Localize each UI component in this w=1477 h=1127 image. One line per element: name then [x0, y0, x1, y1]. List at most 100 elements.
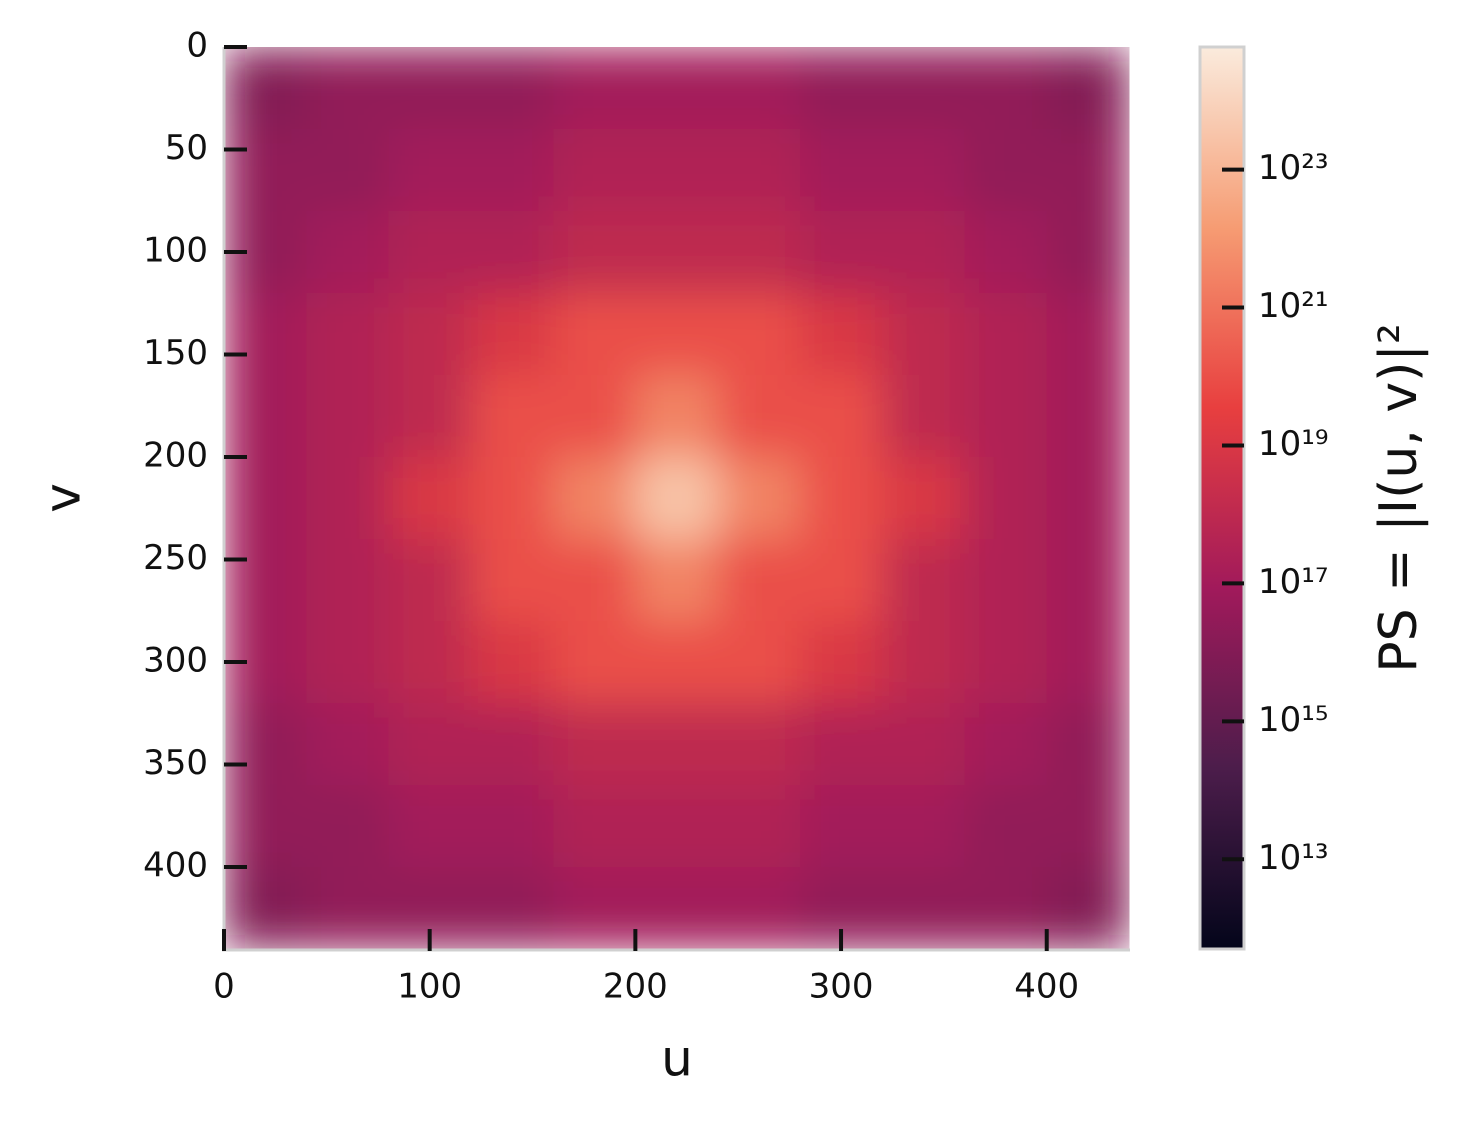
heatmap-cell: [553, 47, 636, 130]
heatmap-cell: [799, 293, 883, 376]
heatmap-cell: [799, 47, 883, 130]
colorbar-tick-label: 10²¹: [1258, 286, 1329, 326]
heatmap-cell: [635, 129, 719, 212]
heatmap-cell: [1046, 211, 1130, 294]
heatmap-cell: [964, 457, 1048, 540]
heatmap-cell: [388, 293, 472, 376]
heatmap-cell: [388, 129, 472, 212]
heatmap-cell: [553, 539, 636, 622]
heatmap-cell: [799, 785, 883, 868]
x-tick-label: 400: [1014, 967, 1079, 1007]
heatmap-cell: [882, 129, 965, 212]
heatmap-cell: [1046, 375, 1130, 458]
heatmap-cell: [882, 785, 965, 868]
y-tick-label: 350: [143, 743, 208, 783]
heatmap-cell: [882, 703, 965, 786]
colorbar-tick-label: 10¹⁵: [1258, 700, 1329, 740]
heatmap-cell: [717, 703, 801, 786]
heatmap-cell: [388, 211, 472, 294]
heatmap-cell: [1046, 621, 1130, 704]
heatmap-cell: [306, 539, 390, 622]
colorbar-tick-label: 10¹⁹: [1258, 424, 1329, 464]
heatmap-cell: [553, 703, 636, 786]
y-tick-label: 150: [143, 333, 208, 373]
heatmap-cell: [964, 867, 1048, 950]
heatmap-cell: [799, 457, 883, 540]
heatmap-cell: [717, 375, 801, 458]
heatmap-cell: [964, 293, 1048, 376]
heatmap-cell: [882, 457, 965, 540]
y-tick-label: 100: [143, 231, 208, 271]
heatmap-cell: [882, 211, 965, 294]
heatmap-cell: [388, 785, 472, 868]
heatmap-cell: [306, 867, 390, 950]
heatmap-cell: [964, 703, 1048, 786]
heatmap-cell: [553, 375, 636, 458]
heatmap-cell: [964, 785, 1048, 868]
heatmap-cell: [306, 293, 390, 376]
heatmap-cell: [717, 867, 801, 950]
heatmap-cell: [882, 867, 965, 950]
y-tick-label: 250: [143, 538, 208, 578]
heatmap-cell: [964, 621, 1048, 704]
heatmap-cell: [799, 703, 883, 786]
heatmap-cell: [470, 703, 554, 786]
y-tick-label: 0: [186, 26, 208, 66]
heatmap-cell: [882, 293, 965, 376]
colorbar-tick-label: 10¹⁷: [1258, 562, 1329, 602]
heatmap-cell: [388, 457, 472, 540]
heatmap-cell: [717, 293, 801, 376]
heatmap-cell: [1046, 785, 1130, 868]
y-tick-label: 200: [143, 436, 208, 476]
heatmap-cell: [635, 457, 719, 540]
heatmap-cell: [470, 785, 554, 868]
heatmap-cell: [717, 621, 801, 704]
heatmap-cell: [1046, 539, 1130, 622]
heatmap-cell: [964, 375, 1048, 458]
heatmap-cell: [224, 293, 307, 376]
heatmap-cell: [553, 211, 636, 294]
x-tick-label: 100: [397, 967, 462, 1007]
heatmap-cell: [224, 457, 307, 540]
heatmap-cell: [717, 211, 801, 294]
heatmap-cell: [882, 539, 965, 622]
heatmap-cell: [1046, 457, 1130, 540]
heatmap-cell: [553, 785, 636, 868]
heatmap-cell: [306, 47, 390, 130]
heatmap-cell: [882, 621, 965, 704]
heatmap-cell: [470, 129, 554, 212]
heatmap-cell: [470, 539, 554, 622]
heatmap-cell: [717, 47, 801, 130]
heatmap-cell: [717, 539, 801, 622]
y-tick-label: 50: [165, 128, 208, 168]
heatmap-cell: [470, 867, 554, 950]
heatmap-cell: [553, 621, 636, 704]
heatmap-cell: [553, 867, 636, 950]
colorbar-label: PS = |I(u, v)|²: [1369, 323, 1429, 673]
heatmap-cell: [306, 457, 390, 540]
heatmap-cell: [635, 211, 719, 294]
heatmap-cell: [799, 621, 883, 704]
colorbar-tick-label: 10¹³: [1258, 838, 1329, 878]
heatmap-cell: [306, 129, 390, 212]
heatmap-cell: [799, 539, 883, 622]
heatmap-cell: [964, 539, 1048, 622]
colorbar-tick-label: 10²³: [1258, 148, 1329, 188]
heatmap-cell: [717, 129, 801, 212]
heatmap-cell: [882, 375, 965, 458]
heatmap-cell: [224, 703, 307, 786]
heatmap-cell: [388, 375, 472, 458]
heatmap-cell: [470, 293, 554, 376]
heatmap-cell: [553, 129, 636, 212]
x-axis-label: u: [661, 1030, 693, 1088]
heatmap-cell: [799, 129, 883, 212]
heatmap-cell: [635, 539, 719, 622]
heatmap-cell: [964, 129, 1048, 212]
heatmap-cell: [635, 785, 719, 868]
heatmap-cell: [799, 211, 883, 294]
heatmap-cell: [964, 47, 1048, 130]
heatmap-cell: [306, 211, 390, 294]
y-axis-label: v: [34, 483, 92, 513]
heatmap-cell: [306, 621, 390, 704]
heatmap-cell: [717, 785, 801, 868]
